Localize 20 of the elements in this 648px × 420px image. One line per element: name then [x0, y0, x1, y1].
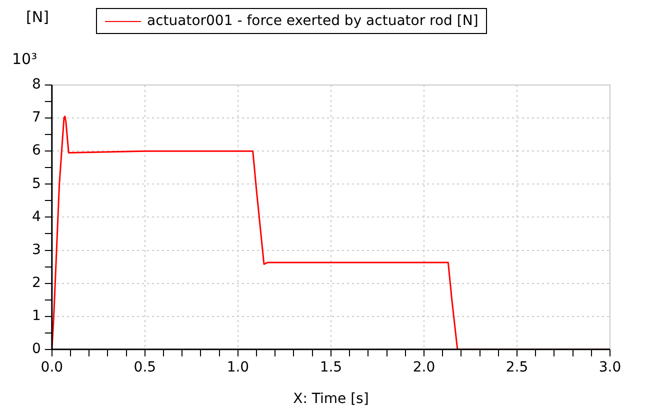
y-tick-label: 5 [32, 176, 41, 192]
y-tick-label: 7 [32, 110, 41, 126]
x-tick-label: 2.0 [412, 359, 436, 376]
y-tick-label: 0 [32, 341, 41, 358]
x-tick-label: 3.0 [598, 359, 622, 376]
x-tick-label: 1.5 [320, 359, 342, 376]
legend-label: actuator001 - force exerted by actuator rod [N] [147, 13, 478, 29]
x-axis-title: X: Time [s] [293, 391, 369, 408]
x-tick-label: 0.5 [134, 359, 156, 376]
y-tick-label: 3 [32, 242, 41, 258]
x-tick-label: 0.0 [40, 359, 64, 376]
y-tick-label: 1 [32, 308, 41, 324]
y-tick-label: 8 [32, 76, 41, 93]
y-tick-label: 6 [32, 142, 41, 159]
y-tick-label: 2 [32, 274, 41, 291]
y-tick-label: 4 [32, 208, 41, 225]
x-tick-label: 2.5 [506, 359, 528, 376]
y-axis-title: [N] [26, 8, 49, 26]
x-tick-label: 1.0 [226, 359, 250, 376]
text: 10³ [12, 50, 38, 68]
